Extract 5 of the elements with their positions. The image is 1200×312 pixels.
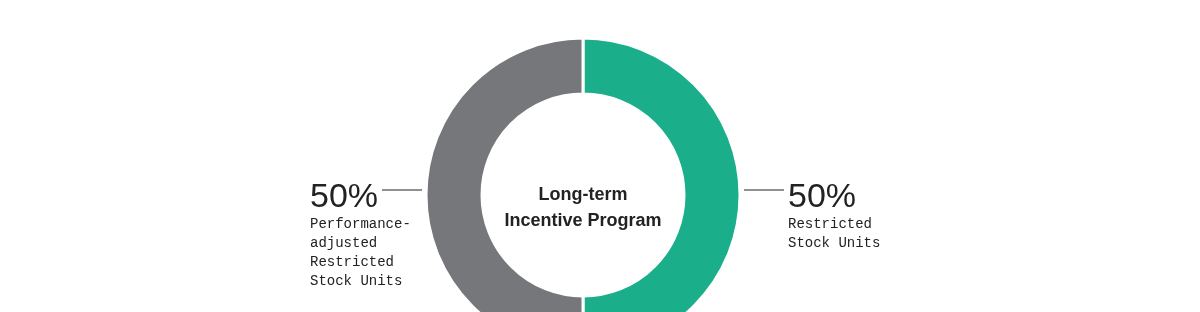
slice-label: Restricted Stock Units [788,216,881,251]
data-label: 50% [788,176,857,214]
data-label: 50% [310,176,379,214]
slice-label: Performance-adjusted Restricted Stock Units [310,216,411,289]
text: Long-term Incentive Program [504,184,662,230]
